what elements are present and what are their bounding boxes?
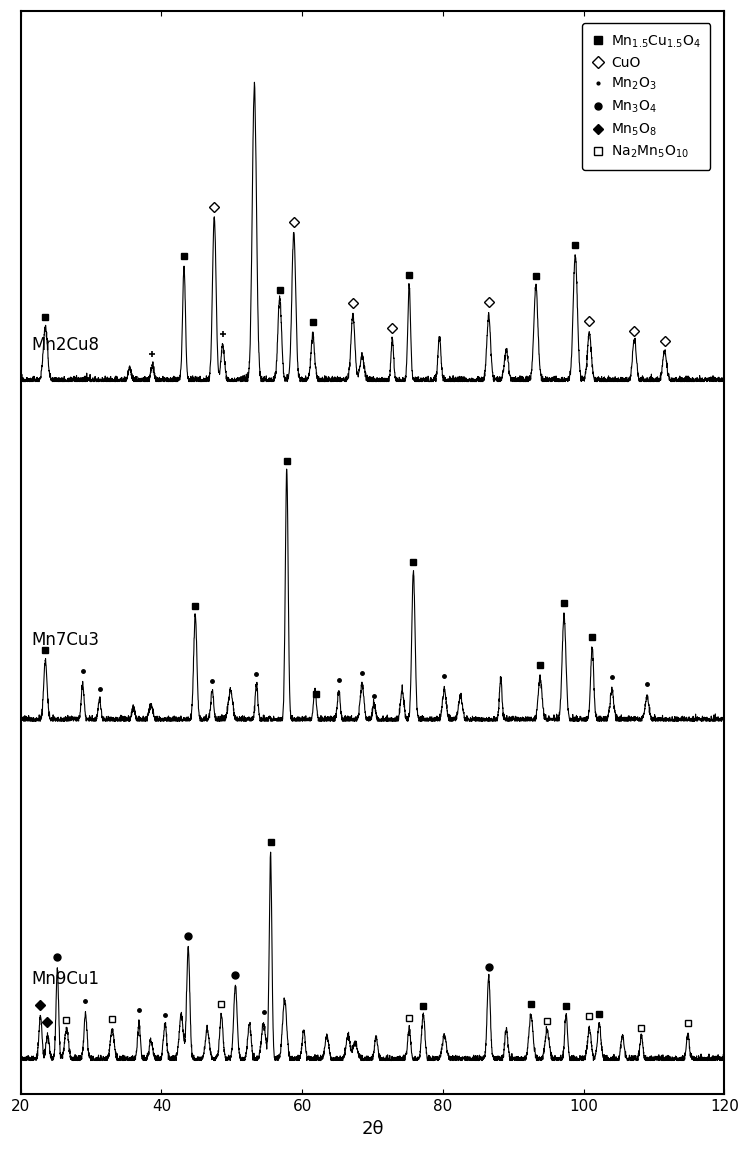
Text: Mn2Cu8: Mn2Cu8 bbox=[32, 336, 99, 354]
Text: Mn7Cu3: Mn7Cu3 bbox=[32, 631, 99, 649]
X-axis label: 2θ: 2θ bbox=[362, 1120, 384, 1138]
Legend: Mn$_{1.5}$Cu$_{1.5}$O$_4$, CuO, Mn$_2$O$_3$, Mn$_3$O$_4$, Mn$_5$O$_8$, Na$_2$Mn$: Mn$_{1.5}$Cu$_{1.5}$O$_4$, CuO, Mn$_2$O$… bbox=[582, 23, 710, 170]
Text: Mn9Cu1: Mn9Cu1 bbox=[32, 971, 99, 988]
